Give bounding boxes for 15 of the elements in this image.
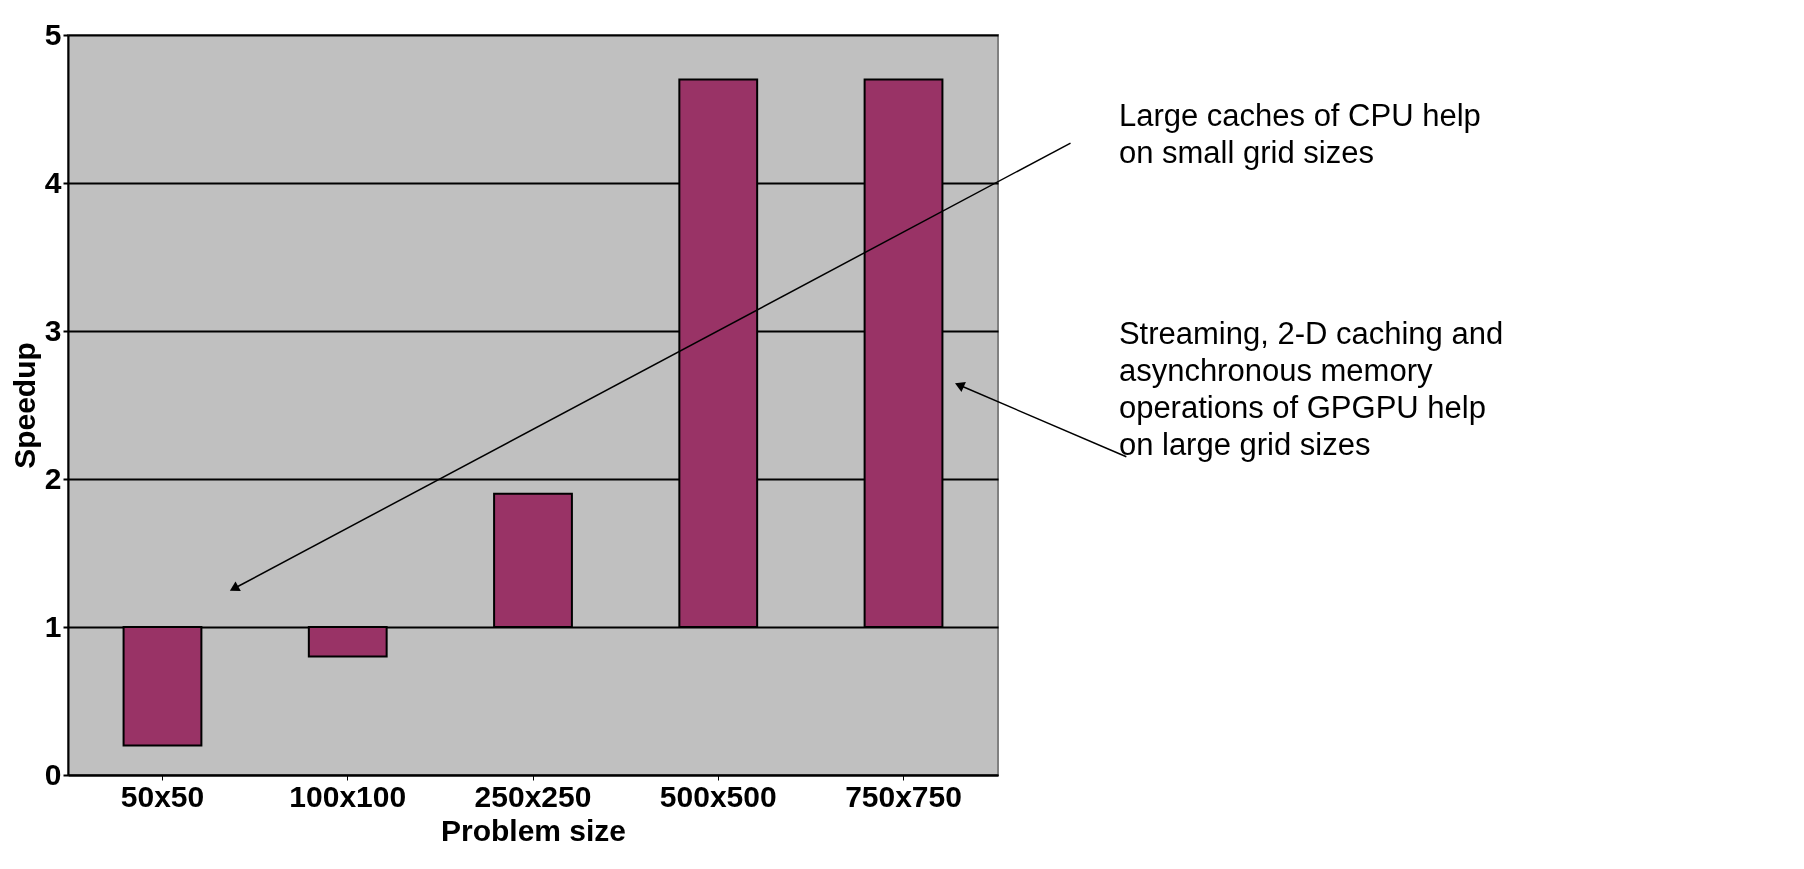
x-tick-label: 500x500: [659, 779, 777, 813]
text: Large caches of CPU help on small grid sizes: [1118, 97, 1481, 170]
y-tick-label: 0: [44, 757, 62, 791]
x-tick-label: 50x50: [120, 779, 205, 813]
y-tick-label: 1: [44, 609, 62, 643]
x-tick-label: 100x100: [289, 779, 407, 813]
y-tick-label: 5: [44, 17, 62, 51]
text: Streaming, 2-D caching and asynchronous memory operations of GPGPU help on large grid sizes: [1118, 315, 1504, 462]
x-axis-title: Problem size: [440, 813, 627, 847]
x-tick-label: 750x750: [845, 779, 962, 813]
y-tick-label: 2: [44, 461, 62, 495]
y-axis-title: Speedup: [7, 342, 41, 469]
x-tick-label: 250x250: [474, 779, 592, 813]
y-tick-label: 4: [44, 165, 62, 199]
y-tick-label: 3: [44, 313, 62, 347]
